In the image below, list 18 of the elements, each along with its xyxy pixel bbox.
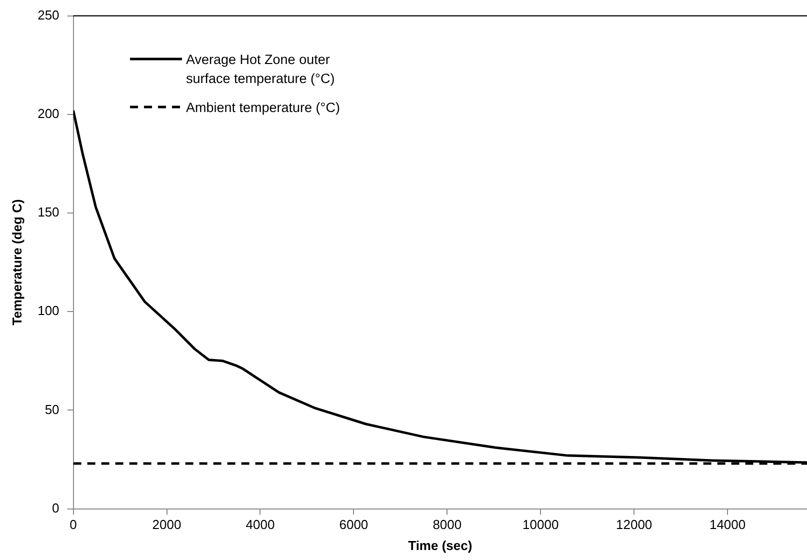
x-tick-label: 6000 bbox=[339, 517, 368, 532]
y-tick-label: 200 bbox=[38, 106, 60, 121]
x-tick-label: 4000 bbox=[246, 517, 275, 532]
y-axis-title: Temperature (deg C) bbox=[9, 199, 24, 326]
x-tick-label: 14000 bbox=[709, 517, 746, 532]
legend-label: Ambient temperature (°C) bbox=[186, 99, 340, 117]
x-tick-label: 2000 bbox=[152, 517, 182, 532]
y-tick-label: 0 bbox=[52, 500, 60, 516]
y-tick-label: 150 bbox=[38, 204, 60, 220]
y-tick-label: 50 bbox=[44, 402, 60, 417]
x-tick-label: 12000 bbox=[616, 517, 652, 532]
y-tick-label: 250 bbox=[38, 7, 60, 22]
y-tick-label: 100 bbox=[38, 303, 60, 318]
legend-label: Average Hot Zone outer surface temperature (°C) bbox=[186, 51, 336, 88]
x-tick-label: 8000 bbox=[432, 517, 462, 532]
x-tick-label: 0 bbox=[70, 517, 77, 532]
x-axis-title: Time (sec) bbox=[408, 538, 472, 553]
x-tick-label: 10000 bbox=[522, 517, 559, 532]
